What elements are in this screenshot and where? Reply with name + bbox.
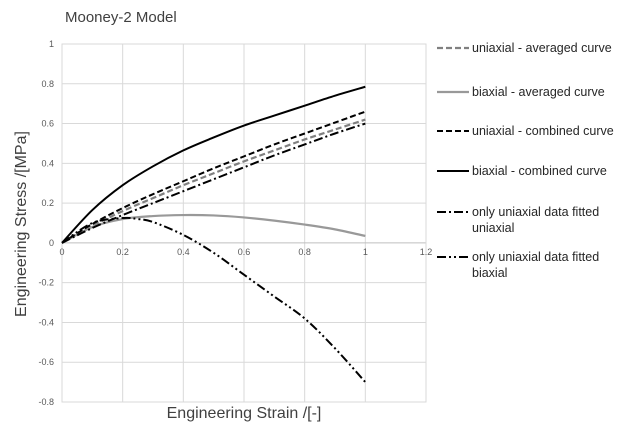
y-tick-label: 0 <box>49 238 54 248</box>
chart-title: Mooney-2 Model <box>65 9 177 26</box>
legend: uniaxial - averaged curve biaxial - avera… <box>437 41 614 280</box>
series-line-1 <box>61 118 366 244</box>
grid <box>61 43 427 403</box>
y-tick-label: 0.2 <box>41 198 54 208</box>
legend-label-3: uniaxial - combined curve <box>472 124 614 138</box>
x-tick-label: 0.6 <box>238 247 251 257</box>
legend-label-6: only uniaxial data fitted biaxial <box>472 250 599 280</box>
y-tick-label: 1 <box>49 39 54 49</box>
x-tick-label: 0.2 <box>116 247 129 257</box>
tick-labels: 0 0.2 0.4 0.6 0.8 1 1.2 -0.8 -0.6 -0.4 -0.2 0 0.2 0.4… <box>38 39 432 407</box>
legend-label-1: uniaxial - averaged curve <box>472 41 612 55</box>
series-lines <box>61 85 367 383</box>
y-tick-label: 0.6 <box>41 119 54 129</box>
x-axis-title: Engineering Strain /[-] <box>167 405 322 422</box>
y-tick-label: -0.6 <box>38 357 54 367</box>
series-line-5 <box>61 122 366 244</box>
y-tick-label: -0.2 <box>38 278 54 288</box>
x-tick-label: 1 <box>363 247 368 257</box>
x-tick-label: 0.4 <box>177 247 190 257</box>
x-tick-label: 0.8 <box>298 247 311 257</box>
y-tick-label: -0.4 <box>38 317 54 327</box>
y-tick-label: 0.8 <box>41 79 54 89</box>
y-axis-title: Engineering Stress /[MPa] <box>13 131 30 317</box>
y-tick-label: 0.4 <box>41 158 54 168</box>
x-tick-label: 1.2 <box>420 247 433 257</box>
y-tick-label: -0.8 <box>38 397 54 407</box>
x-tick-label: 0 <box>59 247 64 257</box>
series-line-6 <box>61 216 367 383</box>
legend-label-2: biaxial - averaged curve <box>472 85 605 99</box>
series-line-4 <box>61 85 366 244</box>
plot-frame <box>61 43 427 403</box>
legend-label-5: only uniaxial data fitted uniaxial <box>472 205 599 235</box>
series-line-2 <box>61 213 366 244</box>
legend-label-4: biaxial - combined curve <box>472 164 607 178</box>
